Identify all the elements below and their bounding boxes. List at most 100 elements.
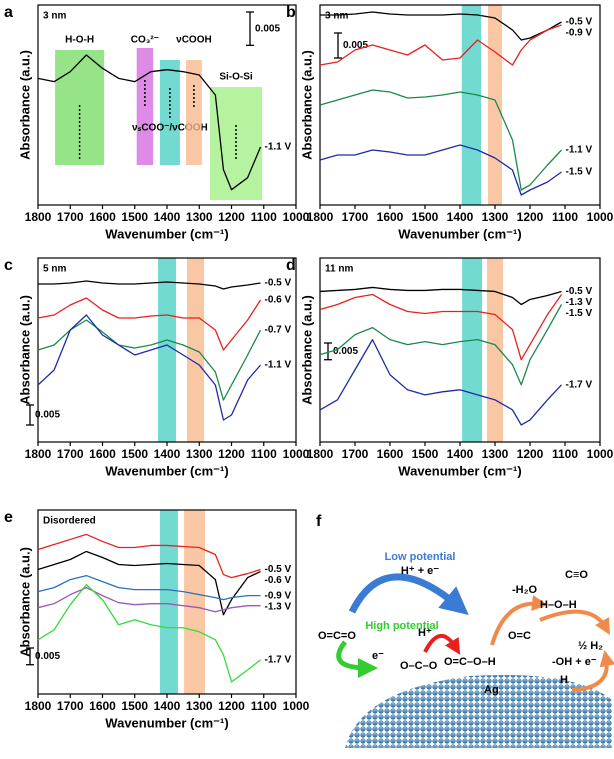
- x-tick-label: 1100: [251, 447, 277, 461]
- spectrum-line: [37, 319, 262, 401]
- series-label: -0.7 V: [265, 325, 292, 336]
- x-tick-label: 1800: [307, 447, 334, 461]
- dehydration-arrow: [490, 595, 548, 646]
- panel-label: e: [4, 509, 13, 526]
- low-potential-arrow: [348, 573, 469, 615]
- x-tick-label: 1200: [218, 699, 245, 713]
- x-tick-label: 1400: [154, 447, 181, 461]
- scale-bar-label: 0.005: [35, 651, 60, 662]
- x-tick-label: 1200: [517, 210, 544, 224]
- spectrum-line: [319, 89, 562, 191]
- spectrum-panel: 1800 1700 1600 1500 1400 1300 1200 1100 1000 Wave…: [4, 509, 310, 730]
- x-tick-label: 1400: [154, 699, 181, 713]
- panel-label: a: [4, 4, 13, 21]
- series-label: -0.9 V: [265, 590, 292, 601]
- series-label: -1.7 V: [265, 655, 292, 666]
- band: [461, 5, 481, 205]
- series-label: -1.5 V: [566, 308, 593, 319]
- spectrum-line: [37, 550, 261, 616]
- hydrogen-arrow: [571, 650, 614, 692]
- x-tick-label: 1000: [283, 699, 310, 713]
- series-label: -1.1 V: [265, 360, 292, 371]
- x-axis-label: Wavenumber (cm⁻¹): [105, 463, 228, 478]
- x-tick-label: 1700: [57, 699, 84, 713]
- water-loss: -H₂O: [512, 584, 537, 596]
- x-tick-label: 1000: [587, 210, 614, 224]
- x-tick-label: 1700: [57, 210, 84, 224]
- scale-bar-label: 0.005: [333, 346, 358, 357]
- series-label: -1.1 V: [265, 142, 292, 153]
- panel-label: f: [316, 513, 322, 530]
- desorption-arrow: [539, 609, 610, 635]
- x-tick-label: 1600: [89, 447, 116, 461]
- mechanism-diagram: f Low potential H⁺ + e⁻ O=C=O High poten…: [316, 513, 614, 748]
- spectrum-line: [319, 24, 562, 66]
- band-label: νCOOH: [176, 35, 212, 46]
- x-tick-label: 1600: [377, 210, 404, 224]
- scale-bar-label: 0.005: [255, 23, 280, 34]
- x-tick-label: 1700: [342, 210, 369, 224]
- x-tick-label: 1100: [251, 210, 277, 224]
- x-tick-label: 1500: [121, 210, 148, 224]
- x-tick-label: 1800: [25, 447, 52, 461]
- spectrum-line: [319, 338, 562, 426]
- x-tick-label: 1300: [482, 210, 509, 224]
- x-tick-label: 1500: [412, 447, 439, 461]
- y-axis-label: Absorbance (a.u.): [17, 295, 32, 405]
- band: [136, 48, 154, 165]
- series-label: -1.3 V: [265, 601, 292, 612]
- spectrum-line: [37, 533, 261, 579]
- x-tick-label: 1700: [342, 447, 369, 461]
- x-tick-label: 1300: [482, 447, 509, 461]
- series-label: -0.5 V: [566, 286, 593, 297]
- high-potential: High potential: [365, 620, 438, 632]
- x-tick-label: 1800: [307, 210, 334, 224]
- series-label: -0.6 V: [265, 295, 292, 306]
- band: [486, 258, 504, 442]
- x-axis-label: Wavenumber (cm⁻¹): [105, 226, 228, 241]
- x-tick-label: 1300: [186, 699, 213, 713]
- band: [55, 50, 105, 165]
- spectrum-line: [319, 304, 563, 386]
- x-tick-label: 1800: [25, 699, 52, 713]
- electron: e⁻: [372, 650, 384, 662]
- x-tick-label: 1200: [218, 210, 245, 224]
- spectrum-line: [37, 574, 261, 601]
- series-label: -1.7 V: [566, 379, 593, 390]
- series-label: -0.5 V: [265, 564, 292, 575]
- spectrum-line: [37, 54, 262, 191]
- spectrum-line: [319, 293, 563, 361]
- x-tick-label: 1000: [587, 447, 614, 461]
- x-tick-label: 1500: [412, 210, 439, 224]
- x-tick-label: 1300: [186, 447, 213, 461]
- panel-title: 5 nm: [43, 264, 66, 275]
- scale-bar-label: 0.005: [343, 40, 368, 51]
- spectrum-line: [320, 11, 562, 41]
- spectrum-line: [37, 583, 261, 683]
- scale-bar-label: 0.005: [35, 410, 60, 421]
- panel-label: b: [286, 4, 296, 21]
- silver-surface: [345, 675, 612, 748]
- spectrum-line: [37, 314, 262, 421]
- x-tick-label: 1000: [283, 447, 310, 461]
- series-label: -1.5 V: [566, 167, 593, 178]
- panel-label: c: [4, 257, 13, 274]
- x-tick-label: 1800: [25, 210, 52, 224]
- x-axis-label: Wavenumber (cm⁻¹): [105, 715, 228, 730]
- panel-title: Disordered: [43, 516, 96, 527]
- proton-electron: H⁺ + e⁻: [401, 565, 439, 577]
- surface-h: H: [560, 674, 568, 686]
- x-tick-label: 1100: [552, 210, 578, 224]
- x-axis-label: Wavenumber (cm⁻¹): [398, 226, 521, 241]
- spectrum-line: [319, 144, 562, 196]
- spectrum-line: [37, 297, 262, 351]
- x-tick-label: 1500: [121, 699, 148, 713]
- band: [186, 60, 202, 165]
- y-axis-label: Absorbance (a.u.): [17, 50, 32, 160]
- series-label: -0.5 V: [265, 278, 292, 289]
- high-potential-arrow: [336, 640, 378, 678]
- panel-label: d: [286, 257, 296, 274]
- x-tick-label: 1100: [552, 447, 578, 461]
- x-tick-label: 1200: [218, 447, 245, 461]
